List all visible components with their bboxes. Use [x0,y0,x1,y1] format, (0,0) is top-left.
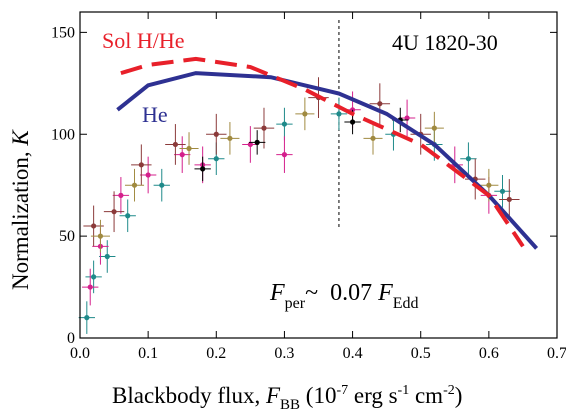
label-part: Blackbody flux, [112,383,266,408]
data-point [404,115,410,121]
data-point [377,101,383,107]
data-point [118,192,124,198]
data-point [159,182,165,188]
x-tick-label: 0.7 [547,345,566,362]
data-point [186,145,192,152]
annotation-part: per [285,295,306,312]
label-part: ) [455,383,463,408]
line-label: Sol H/He [102,28,185,53]
line-label: He [142,102,168,127]
annotation-part: Edd [393,295,419,312]
data-point [97,233,104,239]
annotation: Fper~ 0.07 FEdd [269,280,419,312]
data-point [302,111,308,117]
x-tick-label: 0.2 [206,345,226,362]
chart-title: 4U 1820-30 [392,30,498,55]
data-point [179,152,185,158]
label-part: Normalization, [8,146,33,290]
data-point [104,253,110,260]
data-point [370,135,376,141]
data-point [91,274,97,280]
label-part: K [8,129,33,147]
x-tick-label: 0.4 [343,345,363,362]
data-point [172,141,178,148]
data-point [281,121,288,127]
annotation-part: ~ 0.07 [305,280,378,306]
data-point [227,135,233,141]
data-point [336,111,342,117]
plot-frame [79,11,558,339]
y-tick-label: 0 [67,330,75,347]
model-line [120,56,525,248]
data-point [247,141,253,148]
x-axis-label: Blackbody flux, FBB (10-7 erg s-1 cm-2) [112,383,462,413]
data-point [200,166,206,172]
y-tick-label: 50 [59,228,75,245]
data-point [254,139,260,145]
data-point [499,188,506,194]
y-axis-label: Normalization, K [8,129,33,290]
label-part: F [265,383,281,408]
label-part: -7 [336,383,348,398]
data-point [349,119,356,125]
data-point [125,213,131,219]
data-point [91,223,97,229]
data-point [281,152,288,158]
label-part: cm [409,383,443,408]
y-tick-label: 100 [51,126,75,143]
data-point [138,162,144,168]
data-point [87,284,93,290]
label-part: erg s [348,383,397,408]
label-part: -1 [398,383,410,398]
data-point [486,182,492,188]
y-tick-label: 150 [51,24,75,41]
data-point [465,156,472,162]
label-part: (10 [300,383,336,408]
label-part: -2 [443,383,455,398]
model-line [116,71,539,250]
x-tick-label: 0.5 [411,345,431,362]
x-tick-label: 0.1 [138,345,158,362]
data-point [131,182,138,188]
x-tick-label: 0.6 [479,345,499,362]
label-part: BB [280,397,300,413]
data-point [506,196,512,203]
annotation-part: F [377,280,393,306]
data-point [431,125,437,131]
data-point [213,156,219,162]
data-point [84,315,90,321]
x-tick-label: 0.3 [274,345,294,362]
data-point [145,172,151,178]
data-point [111,209,117,215]
annotation-part: F [269,280,285,306]
data-point [213,131,219,137]
x-tick-label: 0.0 [70,345,90,362]
plot-area: 0.0 0.1 0.2 0.3 0.4 0.5 0.6 0.7 0 50 100 150 [51,12,566,362]
data-point [261,125,267,131]
